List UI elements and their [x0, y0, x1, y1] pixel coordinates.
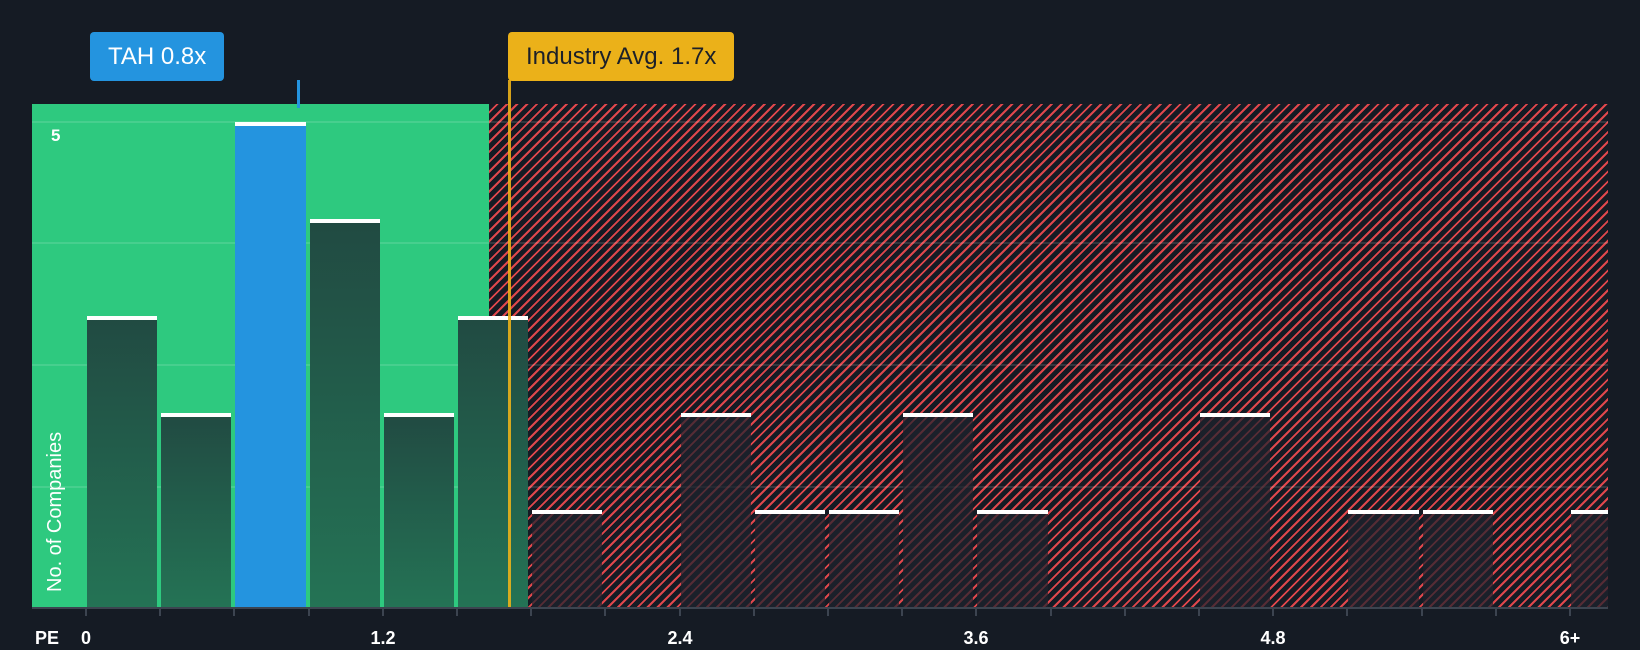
x-axis-title: PE	[34, 628, 60, 648]
histogram-bar	[680, 413, 751, 607]
gridline	[32, 486, 1608, 488]
x-tick	[752, 608, 755, 616]
bar-cap	[680, 413, 751, 417]
histogram-bar	[1200, 413, 1271, 607]
x-tick	[901, 608, 904, 616]
x-tick	[1346, 608, 1349, 616]
x-axis	[32, 607, 1608, 609]
x-tick	[159, 608, 162, 616]
bar-cap	[1348, 510, 1419, 514]
histogram-bar	[1571, 510, 1608, 607]
bar-cap	[754, 510, 825, 514]
bar-cap	[161, 413, 232, 417]
histogram-bar	[829, 510, 900, 607]
y-tick-5: 5	[51, 126, 61, 145]
histogram-bar	[161, 413, 232, 607]
bar-cap	[1422, 510, 1493, 514]
x-tick	[1494, 608, 1497, 616]
overvalued-zone	[489, 104, 1608, 607]
bar-cap	[235, 122, 306, 126]
industry-avg-callout: Industry Avg. 1.7x	[508, 32, 735, 81]
x-tick-label: 4.8	[1260, 628, 1286, 648]
histogram-bar	[977, 510, 1048, 607]
histogram-bar	[1348, 510, 1419, 607]
x-tick-label: 2.4	[667, 628, 693, 648]
x-tick	[1123, 608, 1126, 616]
histogram-bar	[87, 316, 158, 607]
x-tick	[1198, 608, 1200, 616]
x-tick	[678, 608, 681, 616]
bar-cap	[532, 510, 603, 514]
x-tick-label: 0	[80, 628, 92, 648]
x-tick-label: 3.6	[963, 628, 989, 648]
histogram-bar	[309, 219, 380, 607]
x-tick	[85, 608, 87, 616]
x-tick	[1272, 608, 1275, 616]
x-tick	[307, 608, 310, 616]
bar-cap	[87, 316, 158, 320]
bar-cap	[977, 510, 1048, 514]
chart-plot-area	[32, 104, 1608, 607]
x-tick-label: 1.2	[370, 628, 396, 648]
y-axis-title: No. of Companies	[44, 431, 66, 592]
histogram-bar	[532, 510, 603, 607]
histogram-bar	[754, 510, 825, 607]
bar-cap	[1200, 413, 1271, 417]
industry-avg-line	[508, 80, 511, 607]
x-tick	[1049, 608, 1052, 616]
bar-cap	[309, 219, 380, 223]
bar-cap	[383, 413, 454, 417]
x-tick	[604, 608, 607, 616]
x-tick	[1420, 608, 1423, 616]
x-tick	[1569, 608, 1571, 616]
tah-bar	[235, 122, 306, 607]
histogram-bar	[458, 316, 529, 607]
x-tick	[827, 608, 829, 616]
histogram-bar	[383, 413, 454, 607]
x-tick-label: 6+	[1559, 628, 1581, 648]
x-tick	[456, 608, 458, 616]
bar-cap	[829, 510, 900, 514]
gridline	[32, 364, 1608, 366]
x-tick	[975, 608, 978, 616]
x-tick	[530, 608, 533, 616]
bar-cap	[458, 316, 529, 320]
tah-callout: TAH 0.8x	[90, 32, 225, 81]
histogram-bar	[903, 413, 974, 607]
bar-cap	[903, 413, 974, 417]
x-tick	[381, 608, 384, 616]
x-tick	[233, 608, 236, 616]
histogram-bar	[1422, 510, 1493, 607]
gridline	[32, 242, 1608, 244]
bar-cap	[1571, 510, 1608, 514]
gridline	[32, 121, 1608, 123]
tah-marker-line	[297, 80, 300, 108]
